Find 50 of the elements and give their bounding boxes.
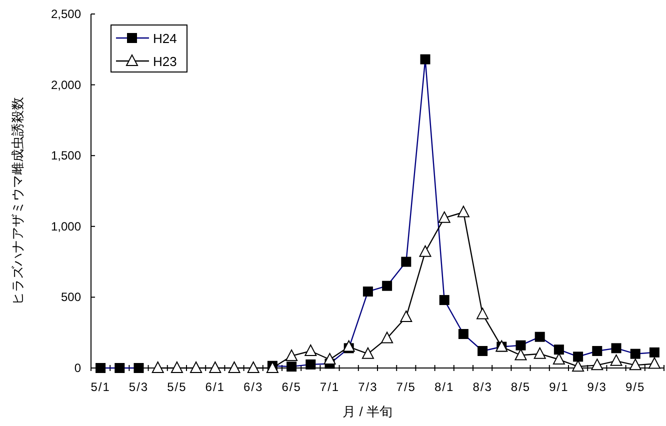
point (552, 353, 565, 365)
xtick: 5/5 (167, 380, 187, 394)
xtick: 9/3 (587, 380, 607, 394)
ytick: 0 (74, 361, 81, 375)
ytick: 2,000 (50, 78, 81, 92)
xtick: 8/3 (472, 380, 492, 394)
point (457, 206, 470, 218)
ytick: 1,000 (50, 219, 81, 234)
xtick: 9/5 (626, 380, 646, 394)
xtick: 5/3 (128, 380, 149, 394)
legend-label: H23 (153, 54, 177, 69)
point (170, 362, 183, 373)
point (362, 347, 374, 359)
point (514, 348, 527, 360)
point (209, 362, 222, 373)
point (591, 358, 604, 370)
xtick: 6/1 (205, 380, 225, 394)
xtick: 9/1 (549, 380, 569, 394)
point (419, 245, 432, 257)
point (438, 211, 450, 223)
ytick: 1,500 (50, 148, 81, 163)
legend-label: H24 (153, 31, 177, 46)
point (534, 347, 546, 359)
xlabel: 月 / 半旬 (342, 404, 392, 419)
xtick: 6/3 (244, 380, 264, 394)
point (476, 308, 489, 320)
xtick: 8/1 (434, 380, 454, 394)
point (286, 349, 298, 361)
xtick: 8/5 (510, 380, 531, 394)
ytick: 2,500 (50, 7, 81, 21)
point (400, 310, 412, 322)
xtick: 7/5 (396, 380, 416, 394)
point (342, 340, 355, 352)
point (190, 362, 202, 373)
point (152, 362, 164, 373)
point (324, 353, 336, 365)
xtick: 7/1 (320, 380, 340, 394)
xtick: 6/5 (282, 380, 302, 394)
point (648, 357, 660, 369)
xtick: 5/1 (90, 380, 110, 394)
point (228, 362, 240, 373)
ylabel: ヒラズハナアザミウマ雌成虫誘殺数 (10, 97, 25, 305)
point (629, 358, 642, 370)
point (610, 354, 622, 366)
point (247, 362, 260, 373)
point (572, 360, 584, 372)
point (304, 344, 317, 356)
ytick: 500 (60, 290, 81, 304)
point (381, 332, 394, 344)
xtick: 7/3 (358, 380, 378, 394)
